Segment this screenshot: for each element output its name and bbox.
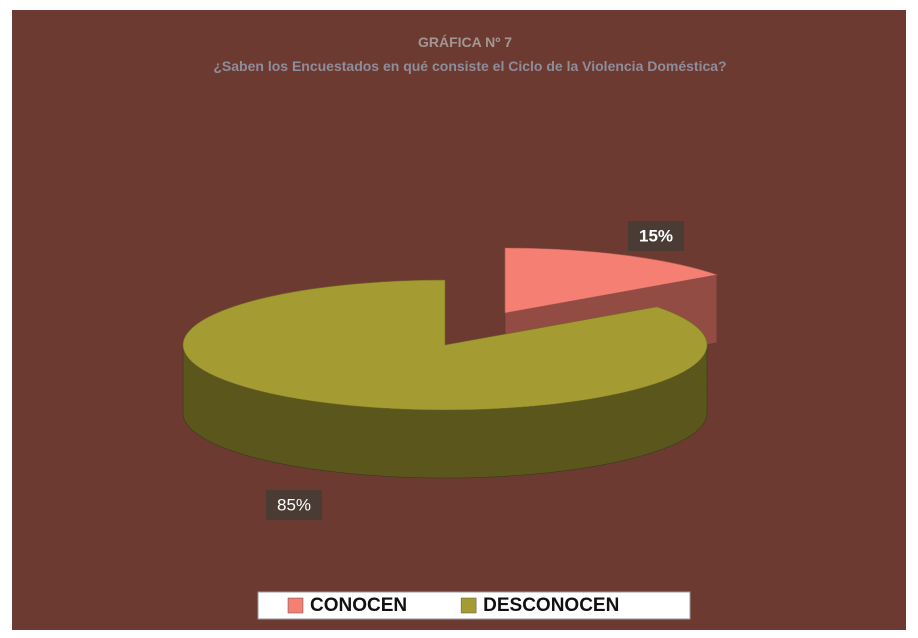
legend-swatch <box>460 597 477 614</box>
slice <box>182 279 708 411</box>
chart-title: GRÁFICA Nº 7 <box>417 34 513 50</box>
data-label-box <box>266 490 322 520</box>
chart-background <box>12 10 906 630</box>
chart-subtitle: ¿Saben los Encuestados en qué consiste e… <box>213 58 727 74</box>
legend-label: DESCONOCEN <box>483 595 619 616</box>
data-label: 15% <box>639 226 673 245</box>
slice <box>504 247 719 314</box>
legend-swatch <box>287 597 304 614</box>
legend-label: CONOCEN <box>310 595 407 616</box>
data-label: 85% <box>277 495 311 514</box>
data-label-box <box>628 221 684 251</box>
